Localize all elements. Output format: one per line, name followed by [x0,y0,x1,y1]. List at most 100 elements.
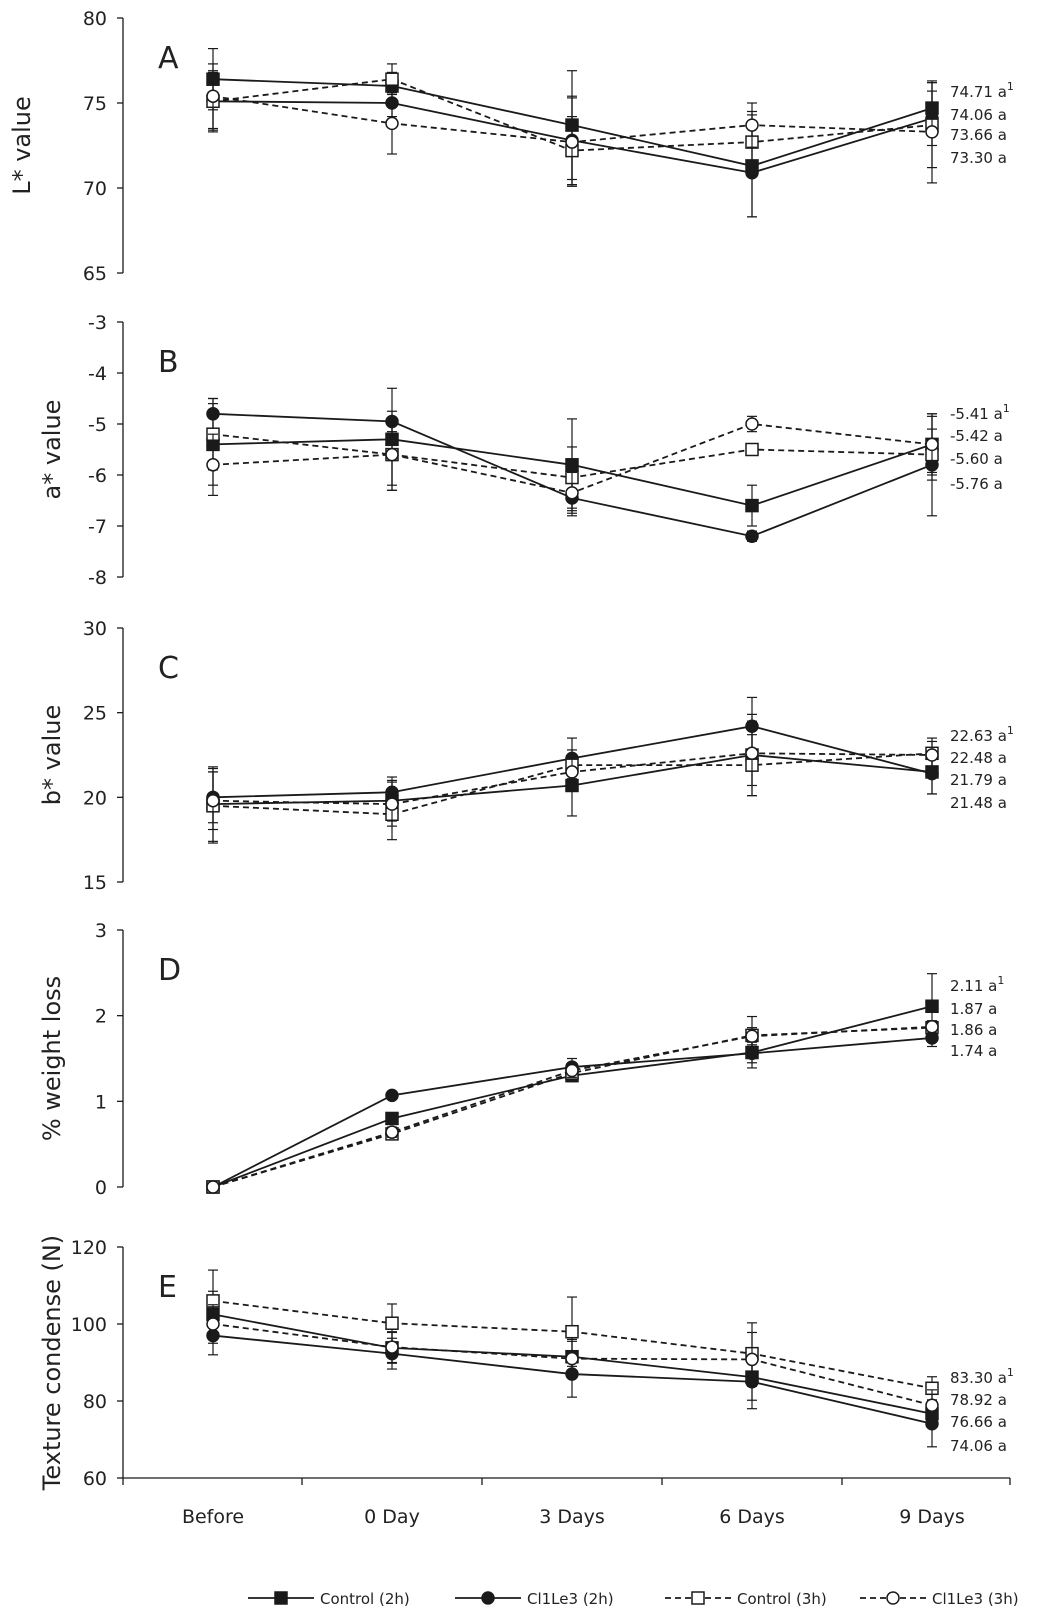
y-tick-label: -5 [88,414,107,436]
legend-marker-square [275,1592,287,1604]
y-tick-label: 80 [83,8,107,30]
y-tick-label: -3 [88,312,107,334]
end-value-label: -5.42 a [950,427,1003,445]
y-tick-label: 65 [83,263,107,285]
end-value-label: -5.60 a [950,450,1003,468]
data-point-circle [207,795,219,807]
data-point-circle [386,1126,398,1138]
y-axis-title: a* value [38,400,66,500]
legend-item: Cl1Le3 (2h) [455,1590,614,1608]
data-point-circle [926,126,938,138]
data-point-circle [926,438,938,450]
panel-letter: E [158,1270,177,1305]
series-line [213,1028,932,1187]
end-value-label: 21.79 a [950,771,1007,789]
data-point-circle [926,749,938,761]
data-point-circle [566,766,578,778]
chart-panels: 65 70 75 80 L* value A 74.71 a1 74.06 a 73.66 a 7… [8,8,1014,1491]
data-point-circle [207,1318,219,1330]
panel-d: 0 1 2 3 % weight loss D 2.11 a1 1.87 a 1.86 a 1.7… [38,920,1004,1199]
series-line [213,1027,932,1187]
data-point-circle [207,1181,219,1193]
y-tick-label: 25 [83,703,107,725]
end-value-label: 83.30 a1 [950,1366,1014,1387]
y-tick-label: 120 [71,1237,107,1259]
end-value-label: 74.06 a [950,1437,1007,1455]
end-value-label: 73.30 a [950,149,1007,167]
data-point-circle [207,459,219,471]
series-line [213,1006,932,1187]
superscript: 1 [1007,1366,1014,1379]
y-tick-label: 20 [83,787,107,809]
superscript: 1 [997,974,1004,987]
data-point-circle [746,1030,758,1042]
end-value-label: 74.71 a1 [950,80,1014,101]
legend-label: Cl1Le3 (3h) [932,1590,1019,1608]
y-tick-label: 3 [95,920,107,942]
data-point-circle [386,117,398,129]
data-point-circle [566,1353,578,1365]
legend-label: Cl1Le3 (2h) [527,1590,614,1608]
data-point-circle [746,747,758,759]
end-value-label: 74.06 a [950,106,1007,124]
legend-marker-circle [887,1592,899,1604]
data-point-circle [386,1089,398,1101]
end-value-label: 21.48 a [950,794,1007,812]
end-value-label: 1.86 a [950,1021,997,1039]
end-value-label: 22.48 a [950,749,1007,767]
data-point-circle [566,136,578,148]
series-cl1le3-2h [207,1029,938,1193]
y-tick-label: 0 [95,1177,107,1199]
series-control-3h [207,1017,938,1193]
y-tick-label: -6 [88,465,107,487]
end-value-label: 1.74 a [950,1042,997,1060]
x-category-label: 3 Days [539,1506,605,1528]
data-point-circle [746,418,758,430]
data-point-circle [207,90,219,102]
data-point-square [386,1317,398,1329]
data-point-circle [386,798,398,810]
y-tick-label: -7 [88,516,107,538]
panel-letter: B [158,345,179,380]
end-value-label: 78.92 a [950,1391,1007,1409]
x-category-label: 6 Days [719,1506,785,1528]
end-value-label: 76.66 a [950,1413,1007,1431]
y-tick-label: -4 [88,363,107,385]
data-point-circle [746,1353,758,1365]
panel-letter: A [158,41,179,76]
x-category-label: 0 Day [364,1506,420,1528]
y-tick-label: -8 [88,567,107,589]
y-axis-title: % weight loss [38,976,66,1141]
superscript: 1 [1003,402,1010,415]
panel-b: -8 -7 -6 -5 -4 -3 a* value B -5.41 a1 -5.42 a -5.6… [38,312,1010,589]
legend-label: Control (2h) [320,1590,410,1608]
panel-a: 65 70 75 80 L* value A 74.71 a1 74.06 a 73.66 a 7… [8,8,1014,285]
panel-c: 15 20 25 30 b* value C 22.63 a1 22.48 a 21.79 a 2… [38,618,1014,894]
legend-label: Control (3h) [737,1590,827,1608]
data-point-circle [386,449,398,461]
data-point-circle [926,1399,938,1411]
panel-letter: C [158,651,179,686]
data-point-square [746,500,758,512]
y-tick-label: 2 [95,1006,107,1028]
data-point-circle [926,1021,938,1033]
data-point-circle [566,487,578,499]
y-tick-label: 80 [83,1391,107,1413]
y-axis-title: L* value [8,96,36,195]
data-point-square [566,1326,578,1338]
y-tick-label: 30 [83,618,107,640]
x-axis-category-labels: Before 0 Day 3 Days 6 Days 9 Days [182,1506,965,1528]
data-point-square [746,444,758,456]
end-value-label: 1.87 a [950,1000,997,1018]
y-tick-label: 70 [83,178,107,200]
end-value-label: -5.41 a1 [950,402,1010,423]
data-point-square [386,1112,398,1124]
data-point-square [386,73,398,85]
legend: Control (2h) Cl1Le3 (2h) Control (3h) Cl1Le… [248,1590,1019,1608]
y-tick-label: 100 [71,1314,107,1336]
panel-letter: D [158,953,181,988]
y-axis-title: Texture condense (N) [38,1235,66,1491]
data-point-circle [746,119,758,131]
x-category-label: 9 Days [899,1506,965,1528]
